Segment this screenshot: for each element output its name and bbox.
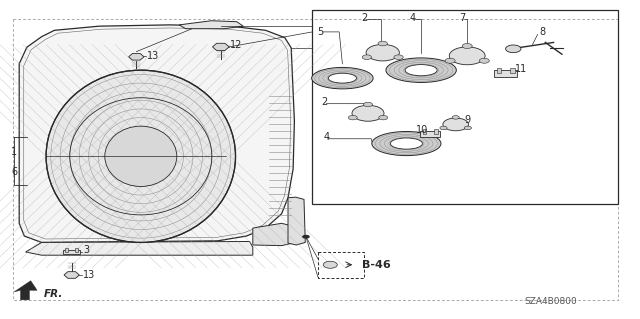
Polygon shape: [14, 281, 37, 300]
Polygon shape: [129, 54, 144, 60]
Circle shape: [362, 55, 372, 60]
Ellipse shape: [390, 138, 422, 149]
Circle shape: [352, 105, 384, 121]
Ellipse shape: [372, 131, 441, 156]
Text: 4: 4: [410, 12, 416, 23]
Text: 9: 9: [464, 115, 470, 125]
Polygon shape: [253, 223, 296, 246]
Text: B-46: B-46: [362, 260, 390, 271]
Text: 3: 3: [83, 245, 90, 256]
Circle shape: [364, 102, 372, 107]
Circle shape: [464, 126, 472, 130]
Ellipse shape: [312, 67, 373, 89]
Polygon shape: [64, 272, 79, 278]
Bar: [434, 129, 438, 133]
Text: 8: 8: [539, 27, 545, 37]
Bar: [75, 248, 78, 252]
Polygon shape: [19, 25, 294, 242]
Bar: [312, 10, 618, 204]
Bar: [511, 68, 515, 73]
Polygon shape: [288, 197, 305, 245]
Text: 7: 7: [460, 12, 466, 23]
Text: 5: 5: [317, 27, 323, 37]
Text: FR.: FR.: [44, 289, 63, 299]
Circle shape: [394, 55, 403, 60]
Text: 13: 13: [83, 270, 95, 280]
Circle shape: [452, 115, 460, 119]
Bar: [420, 131, 440, 137]
Circle shape: [506, 45, 521, 53]
Ellipse shape: [46, 70, 236, 242]
Text: 10: 10: [416, 125, 428, 135]
Text: 4: 4: [323, 132, 330, 142]
Ellipse shape: [386, 58, 456, 83]
Bar: [63, 249, 80, 255]
Polygon shape: [26, 241, 253, 255]
Ellipse shape: [405, 64, 437, 76]
Circle shape: [366, 44, 399, 61]
Text: 13: 13: [147, 51, 159, 61]
Circle shape: [379, 115, 388, 120]
Circle shape: [348, 115, 357, 120]
Circle shape: [440, 126, 447, 130]
Text: 2: 2: [362, 12, 368, 23]
Text: 12: 12: [230, 40, 243, 50]
Circle shape: [443, 118, 468, 131]
Circle shape: [323, 261, 337, 268]
Bar: [497, 68, 500, 73]
Bar: [13, 19, 618, 300]
Text: 1: 1: [11, 146, 17, 157]
Polygon shape: [212, 43, 229, 50]
Ellipse shape: [105, 126, 177, 186]
Text: 2: 2: [321, 97, 328, 107]
Bar: [422, 129, 426, 133]
Text: 6: 6: [11, 167, 17, 177]
Circle shape: [378, 41, 387, 46]
Circle shape: [449, 47, 485, 65]
Bar: [318, 252, 364, 278]
Bar: [494, 70, 517, 77]
Circle shape: [479, 58, 490, 63]
Circle shape: [462, 43, 472, 48]
Circle shape: [302, 235, 310, 239]
Circle shape: [445, 58, 455, 63]
Bar: [65, 248, 68, 252]
Ellipse shape: [328, 73, 356, 83]
Polygon shape: [179, 21, 243, 29]
Text: SZA4B0800: SZA4B0800: [525, 297, 577, 306]
Text: 11: 11: [515, 63, 527, 74]
